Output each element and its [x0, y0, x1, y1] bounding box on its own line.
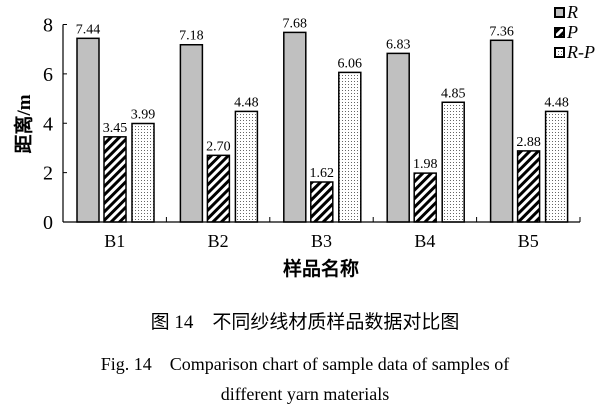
bar-R-P-B2: [234, 110, 259, 223]
legend: RPR-P: [554, 2, 595, 62]
y-tick-label: 0: [43, 212, 53, 234]
bar-chart: 7.44 7.18 7.68 6.83 7.36 3.45 2.70 1.62 1.98 2.88…: [12, 2, 595, 280]
data-label: 1.98: [413, 157, 438, 172]
x-tick-label: B5: [518, 231, 539, 251]
bar-R-P-B4: [441, 101, 465, 223]
bar-R-B1: [76, 37, 100, 223]
legend-swatch-R-P: [554, 47, 565, 58]
legend-label: P: [566, 22, 578, 42]
data-label: 1.62: [310, 166, 335, 181]
y-tick-label: 2: [43, 163, 53, 185]
bar-R-B5: [489, 39, 514, 223]
data-label: 6.83: [386, 37, 411, 52]
data-label: 3.45: [103, 121, 128, 136]
data-label: 4.48: [234, 95, 259, 110]
data-label: 2.88: [516, 135, 541, 150]
bar-R-B2: [179, 43, 204, 223]
data-label: 2.70: [206, 139, 231, 154]
x-axis-label: 样品名称: [283, 257, 359, 280]
bar-R-B4: [386, 52, 410, 223]
bar-R-B3: [283, 31, 307, 223]
x-tick-label: B4: [414, 231, 435, 251]
bar-R-P-B1: [131, 122, 155, 223]
caption-chinese: 图 14 不同纱线材质样品数据对比图: [150, 312, 460, 333]
x-tick-label: B2: [208, 231, 229, 251]
legend-label: R: [566, 2, 578, 22]
caption-english-line1: Fig. 14 Comparison chart of sample data …: [100, 354, 510, 374]
legend-label: R-P: [566, 42, 595, 62]
y-tick-label: 6: [43, 64, 53, 86]
bar-R-P-B5: [544, 110, 569, 223]
bar-R-P-B3: [338, 71, 362, 223]
bar-P-B4: [413, 172, 437, 223]
data-label: 6.06: [338, 56, 363, 71]
data-label: 7.44: [76, 22, 101, 37]
y-axis-label: 距离/m: [12, 94, 35, 153]
y-tick-label: 4: [43, 113, 53, 135]
bar-P-B2: [206, 154, 231, 223]
data-label: 4.85: [441, 86, 466, 101]
data-label: 7.18: [179, 29, 204, 44]
y-tick-label: 8: [43, 15, 53, 37]
bar-P-B5: [516, 150, 541, 223]
legend-swatch-P: [554, 27, 565, 38]
data-label: 7.68: [283, 16, 308, 31]
x-tick-label: B3: [311, 231, 332, 251]
x-tick-label: B1: [104, 231, 125, 251]
data-label: 3.99: [131, 107, 156, 122]
legend-swatch-R: [554, 7, 565, 18]
data-label: 4.48: [544, 95, 569, 110]
caption-english-line2: different yarn materials: [220, 384, 390, 404]
bar-P-B3: [310, 181, 334, 223]
bar-P-B1: [103, 136, 127, 223]
data-label: 7.36: [489, 24, 514, 39]
